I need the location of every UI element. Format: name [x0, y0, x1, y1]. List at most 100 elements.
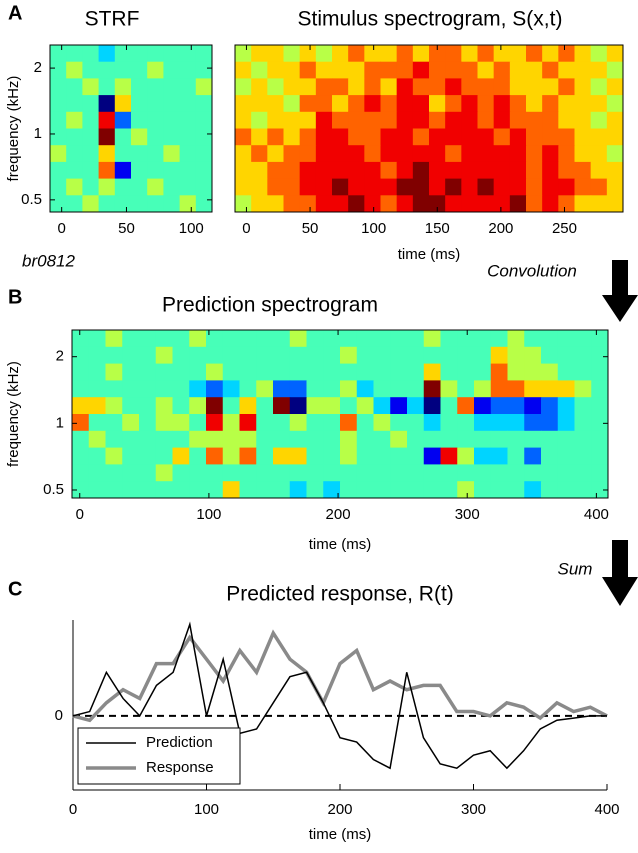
heatmap-cell [122, 447, 140, 465]
heatmap-cell [122, 330, 140, 348]
heatmap-cell [574, 78, 592, 96]
heatmap-cell [423, 430, 441, 449]
heatmap-cell [235, 178, 252, 196]
heatmap-cell [195, 128, 213, 146]
heatmap-cell [256, 430, 274, 449]
heatmap-cell [509, 61, 527, 79]
heatmap-cell [348, 61, 365, 79]
heatmap-cell [509, 128, 527, 146]
heatmap-cell [364, 95, 381, 113]
heatmap-cell [591, 414, 609, 432]
heatmap-cell [299, 195, 317, 213]
heatmap-cell [283, 61, 301, 79]
heatmap-cell [407, 430, 425, 449]
heatmap-cell [396, 178, 414, 196]
heatmap-cell [490, 346, 508, 365]
heatmap-cell [445, 195, 462, 213]
heatmap-cell [273, 414, 291, 432]
heatmap-cell [591, 481, 609, 499]
heatmap-cell [356, 430, 374, 449]
heatmap-cell [98, 78, 116, 96]
heatmap-cell [114, 145, 132, 163]
heatmap-cell [147, 178, 164, 196]
heatmap-cell [273, 430, 291, 449]
heatmap-cell [299, 178, 317, 196]
heatmap-cell [390, 464, 408, 482]
heatmap-cell [490, 447, 508, 465]
heatmap-cell [139, 464, 157, 482]
heatmap-cell [122, 397, 140, 415]
heatmap-cell [251, 61, 268, 79]
heatmap-cell [155, 380, 173, 398]
heatmap-cell [122, 481, 140, 499]
x-tick-label: 400 [584, 506, 609, 523]
y-tick-label: 1 [56, 414, 64, 431]
heatmap-cell [477, 45, 495, 63]
heatmap-cell [332, 61, 349, 79]
heatmap-cell [172, 330, 190, 348]
heatmap-cell [557, 346, 575, 365]
x-tick-label: 200 [327, 801, 352, 818]
heatmap-cell [88, 363, 106, 381]
heatmap-cell [195, 61, 213, 79]
heatmap-cell [457, 363, 475, 381]
heatmap-cell [114, 95, 132, 113]
heatmap-cell [509, 195, 527, 213]
x-tick-label: 50 [302, 220, 319, 237]
heatmap-cell [606, 178, 624, 196]
heatmap-cell [574, 111, 592, 129]
heatmap-cell [474, 447, 492, 465]
heatmap-cell [172, 346, 190, 365]
panel-label: A [8, 2, 22, 24]
heatmap-cell [66, 78, 83, 96]
heatmap-cell [541, 346, 559, 365]
heatmap-cell [114, 111, 132, 129]
heatmap-cell [340, 363, 358, 381]
heatmap-cell [340, 430, 358, 449]
heatmap-cell [98, 161, 116, 180]
heatmap-cell [131, 161, 148, 180]
heatmap-cell [88, 346, 106, 365]
heatmap-cell [239, 447, 257, 465]
heatmap-cell [591, 346, 609, 365]
heatmap-cell [493, 195, 511, 213]
heatmap-cell [147, 45, 164, 63]
heatmap-cell [235, 95, 252, 113]
heatmap-cell [380, 111, 398, 129]
heatmap-cell [364, 195, 381, 213]
heatmap-cell [172, 397, 190, 415]
x-tick-label: 100 [179, 220, 204, 237]
heatmap-cell [574, 481, 592, 499]
heatmap-cell [574, 464, 592, 482]
heatmap-cell [396, 145, 414, 163]
heatmap-cell [82, 45, 100, 63]
heatmap-cell [477, 128, 495, 146]
heatmap-cell [390, 481, 408, 499]
heatmap-cell [493, 128, 511, 146]
heatmap-cell [477, 111, 495, 129]
heatmap-cell [122, 414, 140, 432]
heatmap-cell [289, 447, 307, 465]
heatmap-cell [396, 95, 414, 113]
heatmap-cell [189, 481, 207, 499]
heatmap-cell [557, 414, 575, 432]
heatmap-cell [323, 481, 341, 499]
heatmap-cell [256, 397, 274, 415]
heatmap-cell [590, 61, 608, 79]
heatmap-cell [163, 111, 181, 129]
heatmap-cell [606, 195, 624, 213]
heatmap-cell [50, 145, 67, 163]
heatmap-cell [356, 464, 374, 482]
heatmap-cell [222, 447, 240, 465]
heatmap-cell [147, 195, 164, 213]
heatmap-cell [474, 380, 492, 398]
heatmap-cell [591, 430, 609, 449]
heatmap-cell [412, 61, 430, 79]
heatmap-cell [235, 45, 252, 63]
heatmap-cell [340, 447, 358, 465]
heatmap-cell [493, 111, 511, 129]
heatmap-cell [440, 380, 458, 398]
heatmap-cell [147, 145, 164, 163]
heatmap-cell [283, 111, 301, 129]
heatmap-cell [340, 397, 358, 415]
